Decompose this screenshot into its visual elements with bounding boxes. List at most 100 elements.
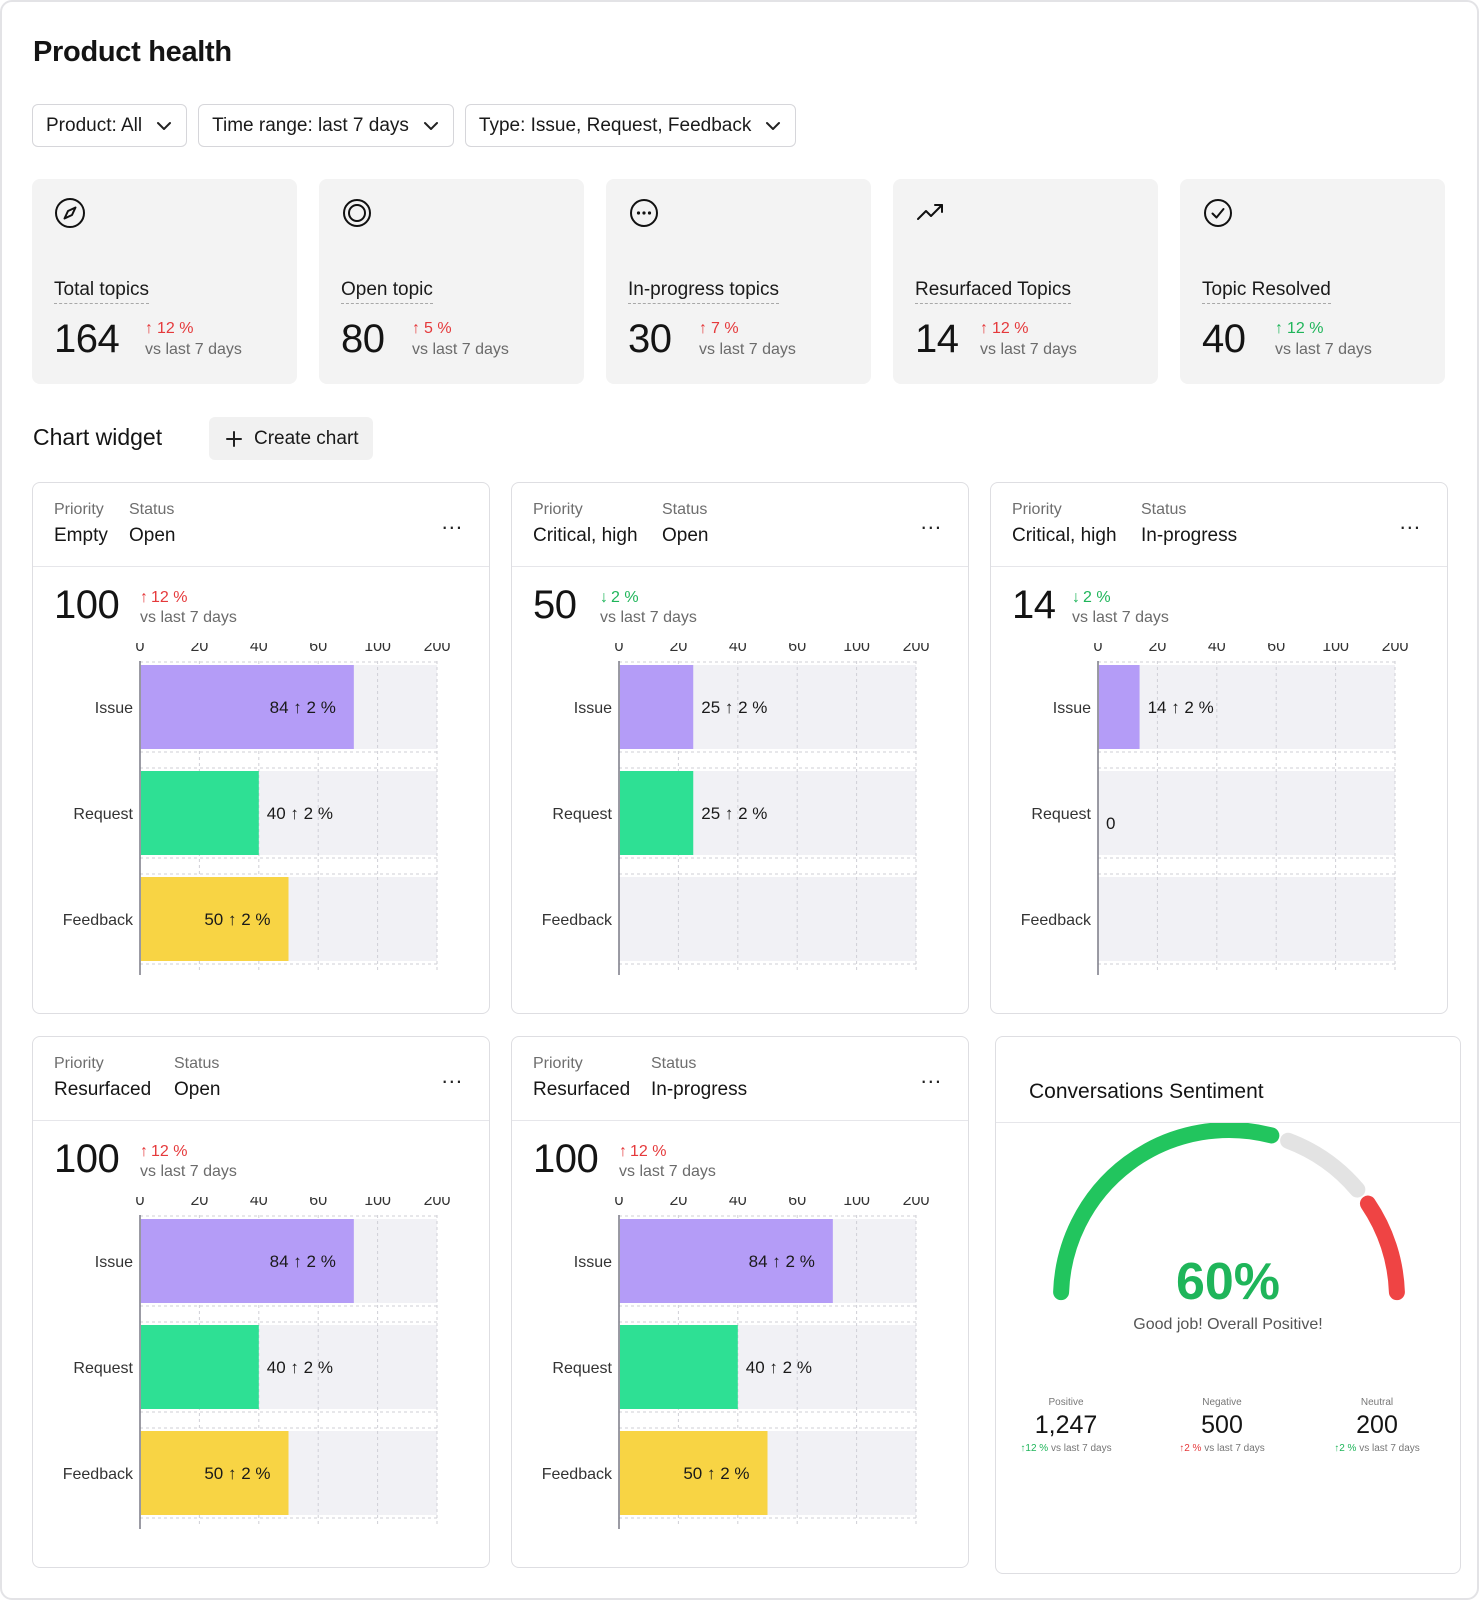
- bar: [141, 1219, 354, 1303]
- priority-field: Priority Critical, high: [533, 501, 638, 546]
- x-tick-label: 20: [670, 1197, 688, 1209]
- more-options-icon[interactable]: ...: [920, 1063, 942, 1088]
- create-chart-button[interactable]: Create chart: [209, 417, 373, 460]
- priority-field: Priority Resurfaced: [54, 1055, 152, 1100]
- arrow-up-icon: ↑: [140, 1143, 148, 1160]
- stat-value: 1,247: [1034, 1411, 1098, 1439]
- sentiment-stat-positive: Positive 1,247 ↑12 % vs last 7 days: [1001, 1397, 1131, 1454]
- kpi-comparison: vs last 7 days: [412, 341, 509, 358]
- category-label: Request: [73, 1360, 133, 1377]
- arrow-up-icon: ↑: [699, 320, 707, 337]
- x-tick-label: 60: [309, 1197, 327, 1209]
- status-field: Status In-progress: [1141, 501, 1238, 546]
- stat-value: 500: [1201, 1411, 1243, 1439]
- more-options-icon[interactable]: ...: [1399, 509, 1421, 534]
- data-label: 50 ↑ 2 %: [204, 910, 270, 929]
- more-options-icon[interactable]: ...: [441, 1063, 463, 1088]
- category-label: Feedback: [542, 912, 613, 929]
- create-chart-label: Create chart: [254, 427, 359, 449]
- kpi-card-total-topics[interactable]: Total topics 164 ↑ 12 % vs last 7 days: [32, 179, 297, 384]
- card-delta: ↓ 2 %: [600, 589, 639, 606]
- x-tick-label: 20: [191, 643, 209, 655]
- data-label: 84 ↑ 2 %: [749, 1252, 815, 1271]
- data-label: 25 ↑ 2 %: [701, 698, 767, 717]
- stat-delta: ↑2 % vs last 7 days: [1179, 1443, 1265, 1454]
- dots-circle-icon: [630, 199, 658, 227]
- arrow-up-icon: ↑: [980, 320, 988, 337]
- more-options-icon[interactable]: ...: [920, 509, 942, 534]
- category-label: Issue: [574, 700, 612, 717]
- category-label: Request: [552, 806, 612, 823]
- x-tick-label: 20: [191, 1197, 209, 1209]
- filter-label: Time range: last 7 days: [212, 114, 409, 136]
- kpi-delta: ↑ 12 %: [1275, 320, 1324, 337]
- chart-card[interactable]: Priority Resurfaced Status In-progress ...…: [511, 1036, 969, 1568]
- stat-delta: ↑2 % vs last 7 days: [1334, 1443, 1420, 1454]
- trend-up-icon: [917, 204, 943, 220]
- check-circle-icon: [1204, 199, 1232, 227]
- kpi-value: 164: [54, 317, 120, 361]
- card-header: Priority Critical, high Status Open ...: [512, 483, 968, 567]
- x-tick-label: 40: [729, 643, 747, 655]
- target-icon: [343, 199, 371, 227]
- x-tick-label: 0: [615, 1197, 624, 1209]
- data-label: 14 ↑ 2 %: [1148, 698, 1214, 717]
- priority-field: Priority Empty: [54, 501, 108, 546]
- page-title: Product health: [33, 36, 232, 68]
- kpi-card-resurfaced-topics[interactable]: Resurfaced Topics 14 ↑ 12 % vs last 7 day…: [893, 179, 1158, 384]
- x-tick-label: 100: [364, 1197, 391, 1209]
- more-options-icon[interactable]: ...: [441, 509, 463, 534]
- bar-track: [1098, 665, 1395, 749]
- sentiment-card[interactable]: Conversations Sentiment 60% Good job! Ov…: [995, 1036, 1461, 1574]
- x-tick-label: 100: [843, 1197, 870, 1209]
- kpi-label: In-progress topics: [628, 279, 780, 304]
- category-label: Issue: [95, 1254, 133, 1271]
- kpi-delta: ↑ 12 %: [145, 320, 194, 337]
- bar-chart: 0 20 40 60 100 200 Issue 14 ↑ 2 % Request 0 Feedba…: [1021, 643, 1408, 975]
- kpi-value: 30: [628, 317, 672, 361]
- kpi-label: Open topic: [341, 279, 433, 304]
- x-tick-label: 60: [788, 643, 806, 655]
- chart-card[interactable]: Priority Resurfaced Status Open ... 100 ↑ 1…: [32, 1036, 490, 1568]
- bar: [620, 1219, 833, 1303]
- filter-label: Type: Issue, Request, Feedback: [478, 114, 752, 136]
- x-tick-label: 40: [250, 643, 268, 655]
- bar-chart: 0 20 40 60 100 200 Issue 84 ↑ 2 % Request 40 ↑ 2 …: [542, 1197, 929, 1529]
- time-range-filter[interactable]: Time range: last 7 days: [198, 104, 454, 147]
- stat-value: 200: [1356, 1411, 1398, 1439]
- chart-card[interactable]: Priority Critical, high Status In-progress…: [990, 482, 1448, 1014]
- bar-chart: 0 20 40 60 100 200 Issue 84 ↑ 2 % Request 40 ↑ 2 …: [63, 1197, 450, 1529]
- status-value: In-progress: [651, 1079, 748, 1100]
- x-tick-label: 100: [843, 643, 870, 655]
- priority-value: Critical, high: [533, 525, 638, 546]
- neutral-arc: [1280, 1132, 1366, 1198]
- type-filter[interactable]: Type: Issue, Request, Feedback: [464, 104, 797, 147]
- priority-field: Priority Critical, high: [1012, 501, 1117, 546]
- kpi-card-open-topic[interactable]: Open topic 80 ↑ 5 % vs last 7 days: [319, 179, 584, 384]
- sentiment-gauge: [1053, 1123, 1405, 1301]
- sentiment-stat-neutral: Neutral 200 ↑2 % vs last 7 days: [1312, 1397, 1442, 1454]
- status-field: Status Open: [174, 1055, 221, 1100]
- kpi-delta: ↑ 12 %: [980, 320, 1029, 337]
- kpi-card-in-progress-topics[interactable]: In-progress topics 30 ↑ 7 % vs last 7 day…: [606, 179, 871, 384]
- arrow-up-icon: ↑: [1334, 1443, 1340, 1454]
- card-comparison: vs last 7 days: [140, 1163, 237, 1180]
- arrow-down-icon: ↓: [1072, 589, 1080, 606]
- x-tick-label: 20: [670, 643, 688, 655]
- x-tick-label: 0: [136, 643, 145, 655]
- card-comparison: vs last 7 days: [140, 609, 237, 626]
- category-label: Feedback: [1021, 912, 1092, 929]
- bar: [141, 665, 354, 749]
- category-label: Feedback: [542, 1466, 613, 1483]
- bar: [141, 1431, 289, 1515]
- chart-card[interactable]: Priority Empty Status Open ... 100 ↑ 12 % v…: [32, 482, 490, 1014]
- kpi-row: Total topics 164 ↑ 12 % vs last 7 days Op…: [32, 179, 1445, 384]
- kpi-value: 40: [1202, 317, 1246, 361]
- negative-arc: [1359, 1195, 1405, 1301]
- status-value: Open: [129, 525, 176, 546]
- status-field: Status Open: [662, 501, 709, 546]
- product-filter[interactable]: Product: All: [32, 104, 188, 147]
- kpi-card-topic-resolved[interactable]: Topic Resolved 40 ↑ 12 % vs last 7 days: [1180, 179, 1445, 384]
- bar: [620, 1325, 738, 1409]
- chart-card[interactable]: Priority Critical, high Status Open ... 50…: [511, 482, 969, 1014]
